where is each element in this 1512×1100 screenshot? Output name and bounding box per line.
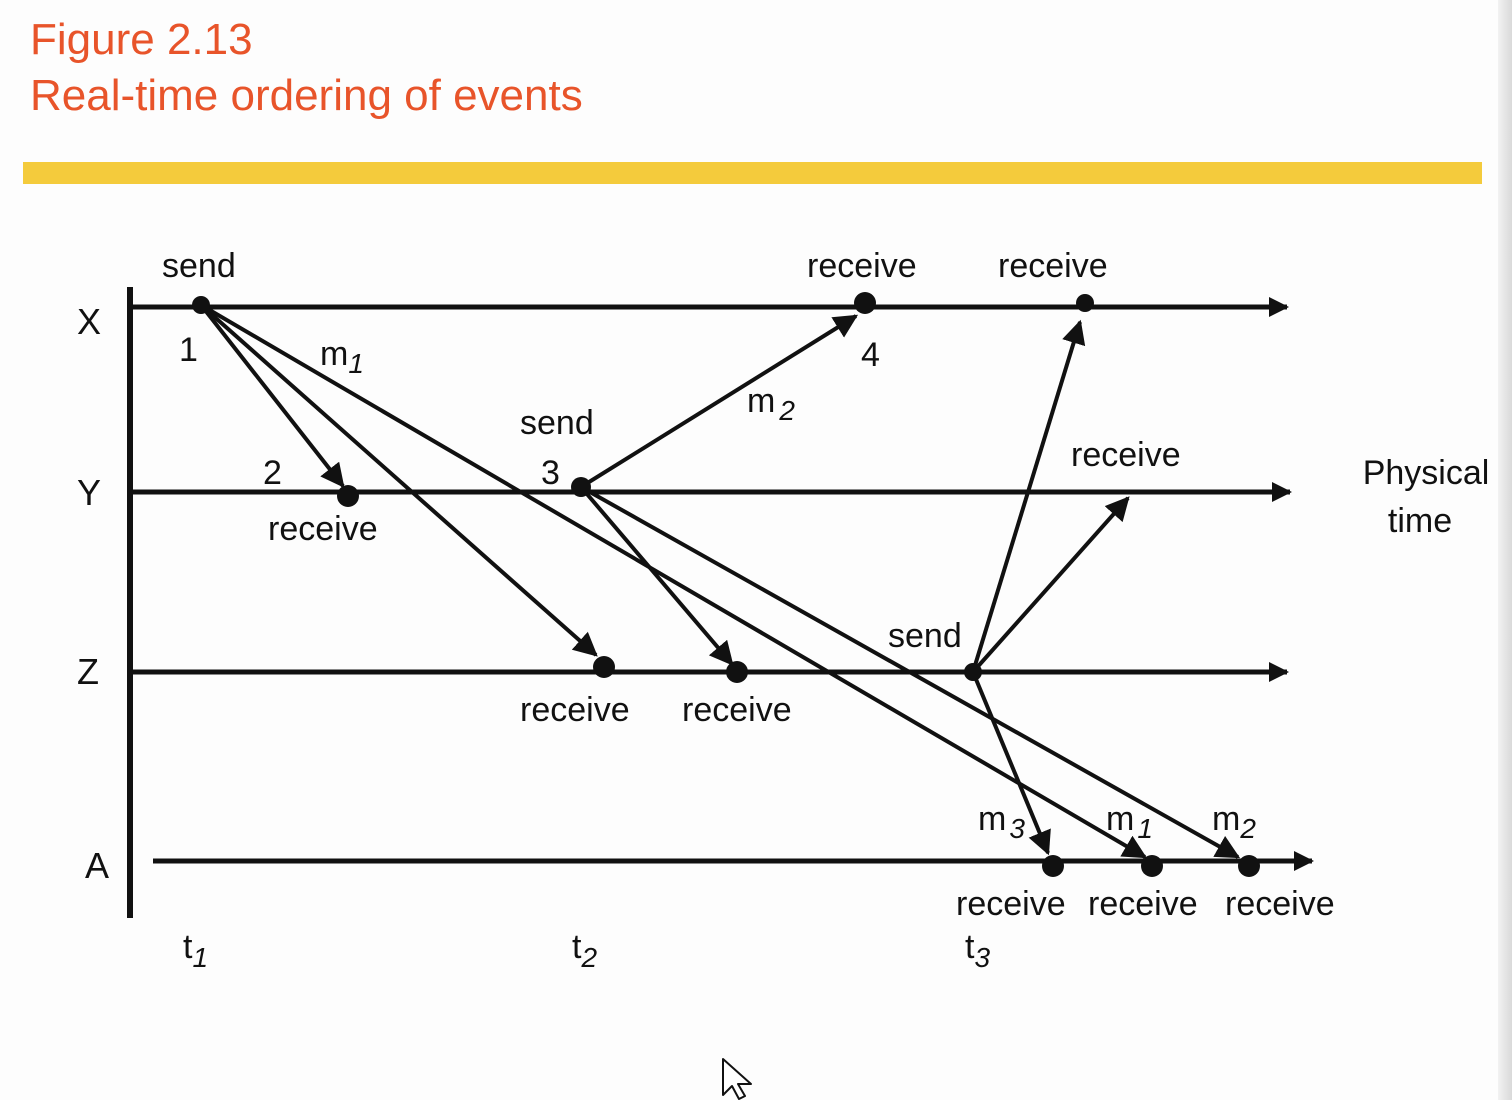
event-dot-y-send-3 xyxy=(571,477,591,497)
label-y-send-3: send xyxy=(520,404,594,442)
figure-caption: Real-time ordering of events xyxy=(30,71,583,120)
process-label-y: Y xyxy=(77,472,101,513)
arrow-x-to-a-m1 xyxy=(199,303,1148,859)
label-y-receive-right: receive xyxy=(1071,436,1181,474)
message-label-m1-top: m1 xyxy=(320,335,364,379)
message-label-m2-bottom: m2 xyxy=(1212,800,1256,844)
label-z-receive-2: receive xyxy=(682,691,792,729)
arrow-z-to-x xyxy=(971,319,1086,673)
label-a-receive-2: receive xyxy=(1088,885,1198,923)
label-x-send: send xyxy=(162,247,236,285)
event-dot-x-send xyxy=(192,296,210,314)
process-label-a: A xyxy=(85,845,109,886)
arrow-y-to-x-m2 xyxy=(579,314,859,489)
label-x-receive-4: receive xyxy=(807,247,917,285)
arrow-y-to-a-m2 xyxy=(580,485,1241,859)
arrow-x-to-z xyxy=(199,303,598,657)
arrow-z-to-a-m3 xyxy=(971,671,1051,856)
title-underline-bar xyxy=(23,162,1482,184)
event-dot-a-receive-3 xyxy=(1238,855,1260,877)
mouse-cursor-icon xyxy=(722,1058,752,1100)
window-edge xyxy=(1498,0,1512,1100)
arrow-x-to-y xyxy=(199,303,345,488)
event-dot-a-receive-2 xyxy=(1141,855,1163,877)
event-dot-x-receive-4 xyxy=(854,292,876,314)
event-dot-x-receive xyxy=(1076,294,1094,312)
label-z-receive-1: receive xyxy=(520,691,630,729)
label-a-receive-1: receive xyxy=(956,885,1066,923)
physical-time-label-line2: time xyxy=(1388,502,1452,540)
event-dot-z-receive-2 xyxy=(726,661,748,683)
event-number-1: 1 xyxy=(179,331,198,369)
label-a-receive-3: receive xyxy=(1225,885,1335,923)
time-tick-t1: t1 xyxy=(183,928,208,973)
arrow-y-to-z xyxy=(579,485,734,666)
process-label-x: X xyxy=(77,301,101,342)
event-number-3: 3 xyxy=(541,454,560,492)
event-dot-z-receive-1 xyxy=(593,656,615,678)
event-dot-a-receive-1 xyxy=(1042,855,1064,877)
figure-number: Figure 2.13 xyxy=(30,15,253,64)
event-dot-y-receive-2 xyxy=(337,485,359,507)
event-number-2: 2 xyxy=(263,454,282,492)
time-tick-t2: t2 xyxy=(572,928,597,973)
event-number-4: 4 xyxy=(861,336,880,374)
label-x-receive: receive xyxy=(998,247,1108,285)
label-y-receive-2: receive xyxy=(268,510,378,548)
label-z-send: send xyxy=(888,617,962,655)
physical-time-label-line1: Physical xyxy=(1363,454,1490,492)
arrow-z-to-y xyxy=(971,496,1130,674)
time-tick-t3: t3 xyxy=(965,928,990,973)
process-label-z: Z xyxy=(77,651,99,692)
event-dot-z-send xyxy=(964,663,982,681)
